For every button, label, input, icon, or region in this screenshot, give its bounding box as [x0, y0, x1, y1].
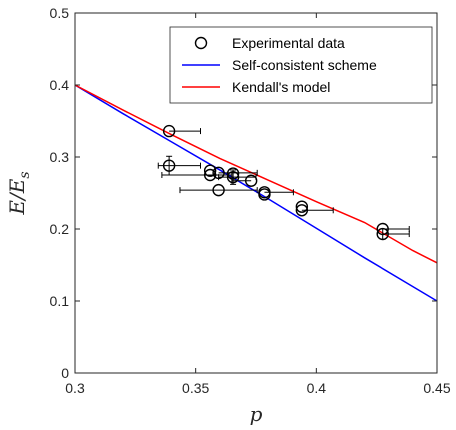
legend-marker-experimental: [194, 36, 208, 50]
data-marker-8: [244, 174, 258, 187]
data-point-14: [376, 227, 410, 241]
y-tick-label-0: 0: [61, 365, 69, 381]
series-line-2: [74, 84, 438, 264]
data-marker-12: [295, 204, 309, 217]
data-marker-14: [376, 227, 389, 241]
y-tick-label-5: 0.5: [50, 5, 70, 21]
y-axis-label-main: E/E: [5, 178, 29, 215]
y-tick-label-3: 0.3: [50, 149, 70, 165]
legend-label-self-consistent: Self-consistent scheme: [232, 57, 377, 73]
data-point-5: [179, 183, 258, 197]
x-tick-label-3: 0.45: [423, 380, 450, 396]
data-marker-7: [226, 170, 240, 184]
legend-label-kendall: Kendall's model: [232, 79, 330, 95]
legend-label-experimental: Experimental data: [232, 35, 345, 51]
data-point-2: [203, 164, 217, 177]
series-layer: [74, 84, 438, 302]
data-marker-11: [295, 200, 309, 213]
data-point-12: [295, 204, 334, 217]
data-marker-1: [162, 159, 176, 172]
axes-frame: [74, 12, 438, 374]
y-tick-label-1: 0.1: [50, 293, 70, 309]
data-marker-0: [162, 124, 176, 138]
axes-layer: 0.3 0.35 0.4 0.45 0 0.1 0.2 0.3 0.4 0.5: [50, 5, 451, 396]
y-axis-label-sub: s: [17, 171, 33, 178]
x-tick-label-0: 0.3: [65, 380, 85, 396]
data-point-7: [218, 169, 257, 185]
x-tick-label-1: 0.35: [182, 380, 209, 396]
legend: Experimental data Self-consistent scheme…: [169, 26, 433, 104]
y-tick-label-2: 0.2: [50, 221, 70, 237]
data-marker-10: [258, 188, 271, 201]
data-point-0: [162, 124, 201, 138]
data-point-10: [258, 188, 271, 201]
data-point-8: [231, 174, 258, 187]
x-axis-label: p: [250, 402, 263, 426]
y-axis-label: E/Es: [5, 171, 33, 215]
data-point-1: [157, 155, 201, 176]
data-marker-2: [203, 164, 217, 177]
data-marker-5: [212, 183, 225, 197]
x-tick-label-2: 0.4: [307, 380, 327, 396]
data-marker-3: [203, 168, 217, 182]
y-tick-label-4: 0.4: [50, 77, 70, 93]
data-point-11: [295, 200, 309, 213]
